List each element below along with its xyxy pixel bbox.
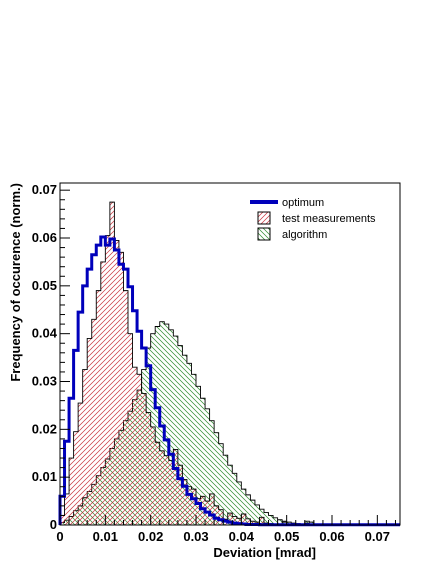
y-tick-label: 0.03 (32, 374, 57, 389)
legend-label: optimum (282, 197, 324, 209)
x-tick-label: 0.03 (183, 529, 208, 544)
legend-entry-optimum: optimum (250, 197, 324, 209)
y-tick-label: 0.04 (32, 326, 58, 341)
legend-label: algorithm (282, 229, 327, 241)
y-tick-label: 0.07 (32, 182, 57, 197)
x-tick-label: 0.01 (93, 529, 118, 544)
y-tick-label: 0.02 (32, 421, 57, 436)
legend-entry-algorithm: algorithm (257, 227, 327, 241)
y-tick-label: 0.05 (32, 278, 57, 293)
legend-entry-test-measurements: test measurements (257, 211, 376, 225)
y-tick-label: 0.01 (32, 469, 57, 484)
x-tick-label: 0.05 (274, 529, 299, 544)
y-tick-label: 0.06 (32, 230, 57, 245)
legend-swatch-box (257, 227, 271, 241)
x-tick-label: 0.02 (138, 529, 163, 544)
x-tick-label: 0.04 (229, 529, 255, 544)
y-axis-title: Frequency of occurence (norm.) (8, 183, 23, 382)
plot-frame (59, 182, 401, 526)
legend-swatch-box (257, 211, 271, 225)
x-tick-label: 0 (56, 529, 63, 544)
legend-label: test measurements (282, 213, 376, 225)
x-tick-label: 0.07 (365, 529, 390, 544)
axes-layer: 0 0.01 0.02 0.03 0.04 0.05 0.06 0.07 0 0.01 0.02 0.… (32, 182, 396, 544)
y-tick-label: 0 (50, 517, 57, 532)
legend: optimum test measurements algorithm (250, 197, 376, 241)
x-tick-label: 0.06 (319, 529, 344, 544)
x-axis-title: Deviation [mrad] (213, 545, 316, 560)
